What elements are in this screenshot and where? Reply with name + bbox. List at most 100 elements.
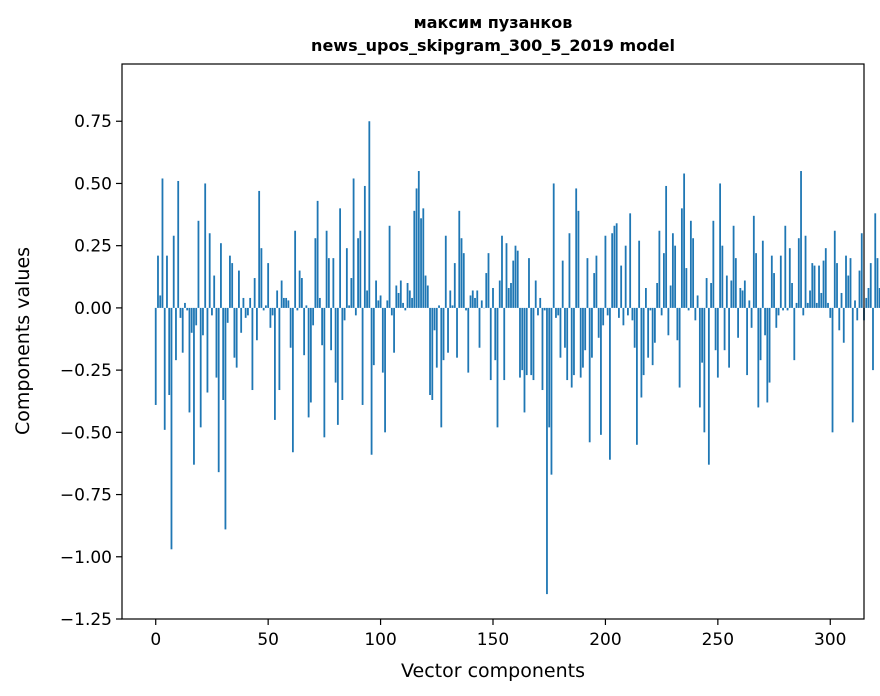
bar: [429, 307, 431, 396]
bar: [813, 265, 816, 308]
bar: [768, 307, 771, 383]
y-tick-label: −0.50: [60, 423, 112, 443]
bar: [496, 307, 499, 428]
bar: [215, 307, 218, 378]
bar: [633, 307, 636, 348]
bar: [186, 307, 189, 311]
bar: [779, 255, 782, 308]
bar: [849, 258, 852, 308]
x-tick-label: 300: [814, 630, 846, 650]
bar: [566, 307, 569, 381]
bar: [586, 258, 589, 308]
bar: [815, 302, 818, 308]
bar: [229, 255, 231, 308]
bar: [510, 283, 512, 308]
bar: [784, 225, 787, 308]
bar: [528, 258, 530, 308]
bar: [265, 305, 267, 308]
bar: [318, 297, 321, 308]
bar: [636, 307, 638, 445]
bar: [507, 287, 510, 308]
bar: [343, 307, 346, 321]
bar: [327, 258, 330, 308]
bar: [296, 307, 299, 311]
bar: [478, 307, 481, 348]
bar: [876, 258, 879, 308]
bar: [831, 307, 834, 433]
y-axis-label: Components values: [12, 247, 34, 435]
bar: [154, 307, 157, 405]
bar: [453, 263, 456, 308]
bar: [604, 235, 607, 308]
bar: [543, 307, 546, 311]
y-axis: −1.25 −1.00 −0.75 −0.50 −0.25 0.00 0.25 0.50 0.7…: [60, 112, 122, 630]
bar: [447, 307, 449, 353]
bar: [557, 307, 560, 316]
bar: [712, 220, 715, 308]
bar: [822, 260, 825, 308]
bar: [294, 230, 297, 308]
bar: [460, 238, 463, 308]
bar: [865, 297, 868, 308]
bar: [678, 307, 681, 388]
bar: [375, 280, 377, 308]
bar: [716, 307, 719, 378]
bar: [519, 307, 521, 378]
bar: [314, 238, 317, 308]
bar: [422, 208, 425, 308]
bar: [420, 218, 422, 308]
bar: [244, 307, 247, 318]
bar: [303, 307, 306, 356]
bar: [824, 248, 827, 308]
bar: [570, 307, 573, 388]
bar: [267, 263, 270, 308]
bar: [680, 208, 683, 308]
bar: [746, 307, 748, 376]
bar: [282, 297, 285, 308]
bar: [685, 268, 688, 308]
bar: [276, 290, 279, 308]
bar: [579, 307, 582, 378]
bar: [330, 307, 333, 351]
bar: [600, 307, 602, 435]
bar: [494, 307, 497, 361]
bar: [757, 307, 760, 408]
bar: [359, 230, 362, 308]
y-tick-label: 0.75: [74, 112, 112, 132]
bar: [224, 307, 227, 530]
bar: [476, 290, 479, 308]
bar: [750, 307, 753, 328]
bar: [361, 307, 364, 405]
bar: [676, 307, 679, 341]
bar: [372, 307, 375, 366]
bar: [782, 307, 784, 311]
bar: [503, 307, 506, 381]
plot-frame: [121, 63, 865, 620]
bar: [170, 307, 173, 550]
bar: [692, 238, 695, 308]
bar: [561, 260, 564, 308]
bar: [325, 230, 328, 308]
bar: [305, 305, 308, 308]
bar: [728, 307, 730, 368]
bar: [588, 307, 591, 443]
bar: [800, 171, 802, 308]
bar: [662, 253, 665, 308]
x-axis: 0 50 100 150 200 250 300: [150, 619, 846, 650]
bar: [698, 307, 701, 408]
bar: [354, 307, 357, 316]
x-tick-label: 0: [150, 630, 161, 650]
bar: [627, 307, 629, 316]
bar: [701, 307, 704, 363]
bar: [532, 307, 535, 381]
bar: [298, 270, 301, 308]
bar: [336, 307, 339, 425]
bar: [172, 235, 175, 308]
bar: [613, 225, 616, 308]
bar: [471, 290, 474, 308]
bar: [651, 307, 654, 366]
bar: [541, 307, 544, 391]
bar: [723, 307, 726, 351]
bar: [289, 307, 292, 348]
bar: [208, 233, 211, 308]
